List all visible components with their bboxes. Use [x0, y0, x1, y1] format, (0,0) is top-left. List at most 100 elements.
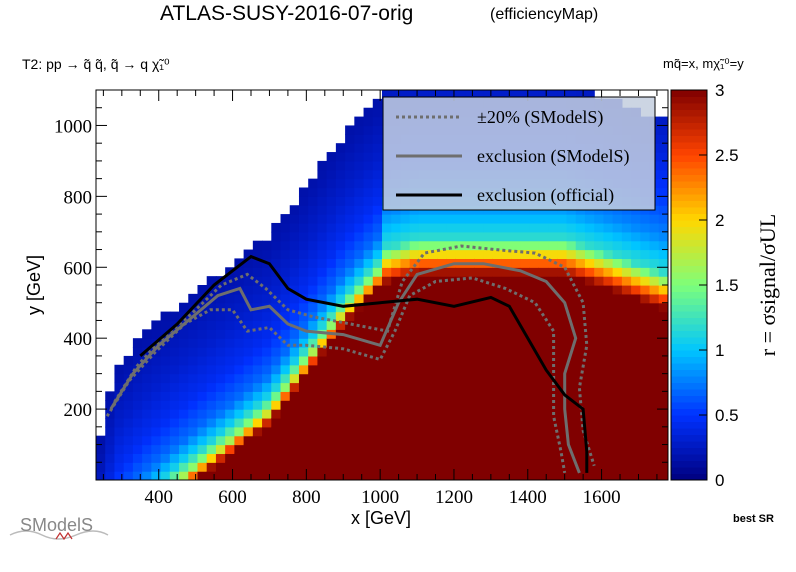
heatmap-cell: [446, 320, 457, 330]
heatmap-cell: [529, 417, 540, 428]
heatmap-cell: [363, 293, 374, 304]
heatmap-cell: [501, 382, 512, 392]
heatmap-cell: [612, 329, 623, 339]
heatmap-cell: [520, 320, 531, 330]
heatmap-cell: [188, 373, 199, 384]
heatmap-cell: [354, 196, 365, 206]
heatmap-cell: [640, 453, 651, 463]
heatmap-cell: [114, 364, 125, 375]
heatmap-cell: [566, 240, 577, 251]
heatmap-cell: [298, 347, 309, 357]
colorbar-segment: [671, 389, 707, 396]
heatmap-cell: [335, 302, 346, 313]
heatmap-cell: [298, 196, 309, 206]
heatmap-cell: [575, 293, 586, 304]
heatmap-cell: [363, 426, 374, 437]
heatmap-cell: [289, 462, 300, 472]
colorbar-segment: [671, 415, 707, 422]
heatmap-cell: [271, 320, 282, 330]
heatmap-cell: [621, 338, 632, 348]
heatmap-cell: [363, 152, 374, 162]
heatmap-cell: [557, 320, 568, 330]
heatmap-cell: [123, 364, 134, 375]
heatmap-cell: [345, 417, 355, 428]
heatmap-cell: [234, 347, 245, 357]
colorbar-segment: [671, 395, 707, 403]
colorbar-tick-label: 2.5: [715, 146, 739, 165]
legend-label: exclusion (official): [477, 185, 614, 206]
heatmap-cell: [179, 364, 189, 375]
heatmap-cell: [640, 311, 651, 322]
heatmap-cell: [658, 426, 668, 437]
heatmap-cell: [188, 453, 199, 463]
heatmap-cell: [391, 293, 402, 304]
colorbar-segment: [671, 337, 707, 344]
heatmap-cell: [308, 471, 319, 480]
heatmap-cell: [335, 462, 346, 472]
heatmap-cell: [511, 382, 521, 392]
heatmap-cell: [520, 347, 531, 357]
heatmap-cell: [169, 347, 180, 357]
heatmap-cell: [621, 409, 632, 419]
heatmap-cell: [557, 329, 568, 339]
heatmap-cell: [123, 453, 134, 463]
heatmap-cell: [584, 293, 595, 304]
heatmap-cell: [382, 240, 392, 251]
x-tick-label: 800: [292, 487, 321, 508]
heatmap-cell: [529, 320, 540, 330]
heatmap-cell: [114, 462, 125, 472]
heatmap-cell: [548, 453, 558, 463]
heatmap-cell: [280, 435, 291, 446]
heatmap-cell: [409, 382, 420, 392]
heatmap-cell: [538, 462, 549, 472]
heatmap-cell: [446, 355, 457, 366]
heatmap-cell: [225, 329, 235, 339]
heatmap-cell: [501, 302, 512, 313]
heatmap-cell: [335, 435, 346, 446]
heatmap-cell: [225, 302, 235, 313]
heatmap-cell: [455, 329, 466, 339]
heatmap-cell: [538, 240, 549, 251]
heatmap-cell: [114, 453, 125, 463]
x-tick-label: 1400: [509, 487, 547, 508]
heatmap-cell: [658, 409, 668, 419]
heatmap-cell: [437, 417, 448, 428]
heatmap-cell: [492, 409, 503, 419]
heatmap-cell: [271, 311, 282, 322]
heatmap-cell: [354, 453, 365, 463]
heatmap-cell: [280, 231, 291, 242]
heatmap-cell: [363, 400, 374, 410]
heatmap-cell: [206, 276, 217, 286]
heatmap-cell: [262, 382, 272, 392]
colorbar-segment: [671, 161, 707, 169]
heatmap-cell: [326, 471, 337, 480]
heatmap-cell: [308, 178, 319, 189]
heatmap-cell: [483, 444, 494, 455]
heatmap-cell: [492, 347, 503, 357]
heatmap-cell: [345, 214, 355, 224]
heatmap-cell: [594, 258, 605, 268]
heatmap-cell: [382, 293, 392, 304]
heatmap-cell: [455, 364, 466, 375]
heatmap-cell: [465, 302, 475, 313]
heatmap-cell: [345, 364, 355, 375]
heatmap-cell: [511, 249, 521, 260]
exclusion-contours: [105, 244, 596, 474]
heatmap-cell: [345, 382, 355, 392]
heatmap-cell: [169, 444, 180, 455]
heatmap-cell: [345, 302, 355, 313]
colorbar-segment: [671, 454, 707, 461]
heatmap-cell: [243, 249, 254, 260]
chart-subtitle: (efficiencyMap): [490, 6, 599, 23]
heatmap-cell: [520, 471, 531, 480]
heatmap-cell: [243, 462, 254, 472]
heatmap-cell: [225, 382, 235, 392]
heatmap-cell: [243, 426, 254, 437]
heatmap-cell: [197, 311, 208, 322]
heatmap-cell: [215, 400, 226, 410]
heatmap-cell: [465, 90, 475, 100]
heatmap-cell: [557, 417, 568, 428]
heatmap-cell: [474, 249, 485, 260]
heatmap-cell: [391, 258, 402, 268]
heatmap-cell: [363, 471, 374, 480]
